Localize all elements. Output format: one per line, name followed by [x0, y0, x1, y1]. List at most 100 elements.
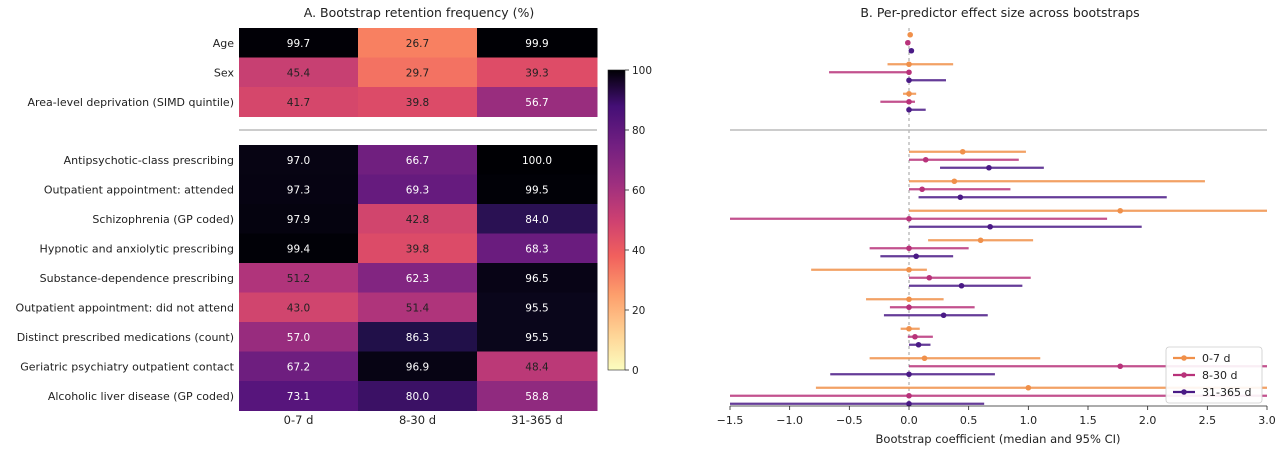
- heatmap-cell-label: 99.9: [525, 38, 548, 50]
- forest-xtick-label: 3.0: [1258, 414, 1276, 427]
- forest-series: [730, 47, 1167, 407]
- heatmap-cell: [239, 322, 359, 352]
- heatmap-cell-label: 69.3: [406, 184, 429, 196]
- forest-legend-box: [1165, 346, 1263, 404]
- heatmap-cell: [477, 28, 598, 58]
- heatmap-cell: [358, 322, 478, 352]
- heatmap-row-label: Age: [213, 37, 235, 50]
- heatmap-cell: [239, 145, 359, 175]
- heatmap-cell-label: 26.7: [406, 38, 429, 50]
- heatmap-cell-label: 95.5: [525, 332, 548, 344]
- colorbar-tick-label: 0: [632, 365, 639, 377]
- forest-median-point: [921, 355, 928, 362]
- legend-swatch-marker: [1181, 355, 1187, 361]
- heatmap-cell: [358, 204, 478, 234]
- heatmap-cell-label: 73.1: [287, 391, 310, 403]
- heatmap-row-label: Substance-dependence prescribing: [40, 272, 234, 285]
- heatmap-cell: [239, 87, 359, 117]
- forest-xtick-label: 1.5: [1079, 414, 1097, 427]
- heatmap-cell-label: 99.4: [287, 243, 311, 255]
- heatmap-row-label: Outpatient appointment: did not attend: [16, 301, 234, 314]
- heatmap-cell: [477, 292, 598, 323]
- heatmap-cell: [358, 174, 478, 205]
- heatmap-row-labels: Age Sex Area-level deprivation (SIMD quint…: [16, 37, 235, 403]
- forest-median-point: [959, 148, 966, 155]
- heatmap-cell: [358, 87, 478, 117]
- heatmap-row-label: Sex: [214, 66, 235, 79]
- forest-xtick-label: 1.0: [1020, 414, 1038, 427]
- forest-xticks: −1.5 −1.0 −0.5 0.0 0.5 1.0 1.5 2.0 2.5 3.0: [717, 406, 1276, 427]
- forest-xtick-label: 2.5: [1199, 414, 1217, 427]
- heatmap-cell-label: 62.3: [406, 273, 429, 285]
- forest-xtick-label: 2.0: [1139, 414, 1157, 427]
- heatmap-cell-label: 97.0: [287, 155, 310, 167]
- forest-xtick-label: 0.0: [900, 414, 918, 427]
- heatmap-row-label: Area-level deprivation (SIMD quintile): [27, 96, 234, 109]
- heatmap-cell: [477, 351, 598, 382]
- heatmap-cell-label: 57.0: [287, 332, 310, 344]
- forest-median-point: [906, 98, 912, 105]
- forest-median-point: [987, 223, 993, 230]
- heatmap-cells: 99.7 26.7 99.9 45.4 29.7 39.3 41.7 39.8 56.7 97.0…: [239, 28, 598, 411]
- heatmap-cell-label: 97.9: [287, 214, 310, 226]
- colorbar-tick-label: 80: [632, 125, 645, 137]
- heatmap-row-label: Outpatient appointment: attended: [44, 183, 234, 196]
- forest-median-point: [951, 178, 958, 185]
- forest-median-point: [1025, 384, 1032, 391]
- heatmap-col-labels: 0-7 d 8-30 d 31-365 d: [284, 413, 563, 427]
- colorbar-tick-label: 20: [632, 305, 645, 317]
- heatmap-cell: [477, 204, 598, 234]
- forest-median-point: [906, 69, 912, 76]
- heatmap-cell-label: 51.4: [406, 302, 430, 314]
- heatmap-cell: [477, 145, 598, 175]
- heatmap-cell-label: 39.3: [525, 67, 548, 79]
- heatmap-cell-label: 39.8: [406, 97, 429, 109]
- heatmap-cell-label: 68.3: [525, 243, 548, 255]
- heatmap-cell: [358, 263, 478, 293]
- forest-median-point: [906, 325, 912, 332]
- forest-xtick-label: −1.0: [776, 414, 803, 427]
- forest-xtick-label: −1.5: [717, 414, 744, 427]
- forest-title: B. Per-predictor effect size across boot…: [860, 5, 1139, 20]
- heatmap-cell-label: 39.8: [406, 243, 429, 255]
- heatmap-cell: [239, 292, 359, 323]
- forest-legend: 0-7 d 8-30 d 31-365 d: [1165, 346, 1263, 404]
- forest-median-point: [906, 392, 912, 399]
- forest-median-point: [940, 312, 947, 319]
- heatmap-cell: [358, 381, 478, 411]
- heatmap-cell: [239, 381, 359, 411]
- heatmap-col-label: 0-7 d: [284, 413, 314, 427]
- heatmap-cell: [239, 28, 359, 58]
- heatmap-cell-label: 95.5: [525, 302, 548, 314]
- heatmap-cell-label: 41.7: [287, 97, 310, 109]
- colorbar-tick-label: 100: [632, 65, 652, 77]
- legend-swatch-marker: [1181, 389, 1187, 395]
- forest-median-point: [906, 106, 912, 113]
- heatmap-cell: [239, 57, 359, 88]
- heatmap-cell-label: 58.8: [525, 391, 548, 403]
- heatmap-cell: [477, 57, 598, 88]
- forest-median-point: [1117, 363, 1124, 370]
- colorbar-ticks: 0 20 40 60 80 100: [625, 65, 652, 377]
- heatmap-cell: [239, 351, 359, 382]
- heatmap-cell-label: 100.0: [522, 155, 552, 167]
- legend-label: 0-7 d: [1202, 352, 1230, 365]
- heatmap-cell: [239, 233, 359, 264]
- heatmap-col-label: 31-365 d: [511, 413, 563, 427]
- heatmap-col-label: 8-30 d: [399, 413, 436, 427]
- forest-panel: B. Per-predictor effect size across boot…: [717, 5, 1276, 446]
- heatmap-cell-label: 96.5: [525, 273, 548, 285]
- heatmap-title: A. Bootstrap retention frequency (%): [304, 5, 534, 20]
- heatmap-cell-label: 99.5: [525, 184, 548, 196]
- forest-median-point: [906, 245, 912, 252]
- heatmap-cell: [358, 292, 478, 323]
- forest-median-point: [906, 215, 912, 222]
- forest-series: [730, 39, 1267, 399]
- forest-xtick-label: −0.5: [836, 414, 863, 427]
- forest-median-point: [905, 39, 911, 46]
- legend-label: 31-365 d: [1202, 386, 1251, 399]
- heatmap-row-label: Alcoholic liver disease (GP coded): [48, 390, 234, 403]
- heatmap-cell: [477, 322, 598, 352]
- forest-median-point: [906, 304, 912, 311]
